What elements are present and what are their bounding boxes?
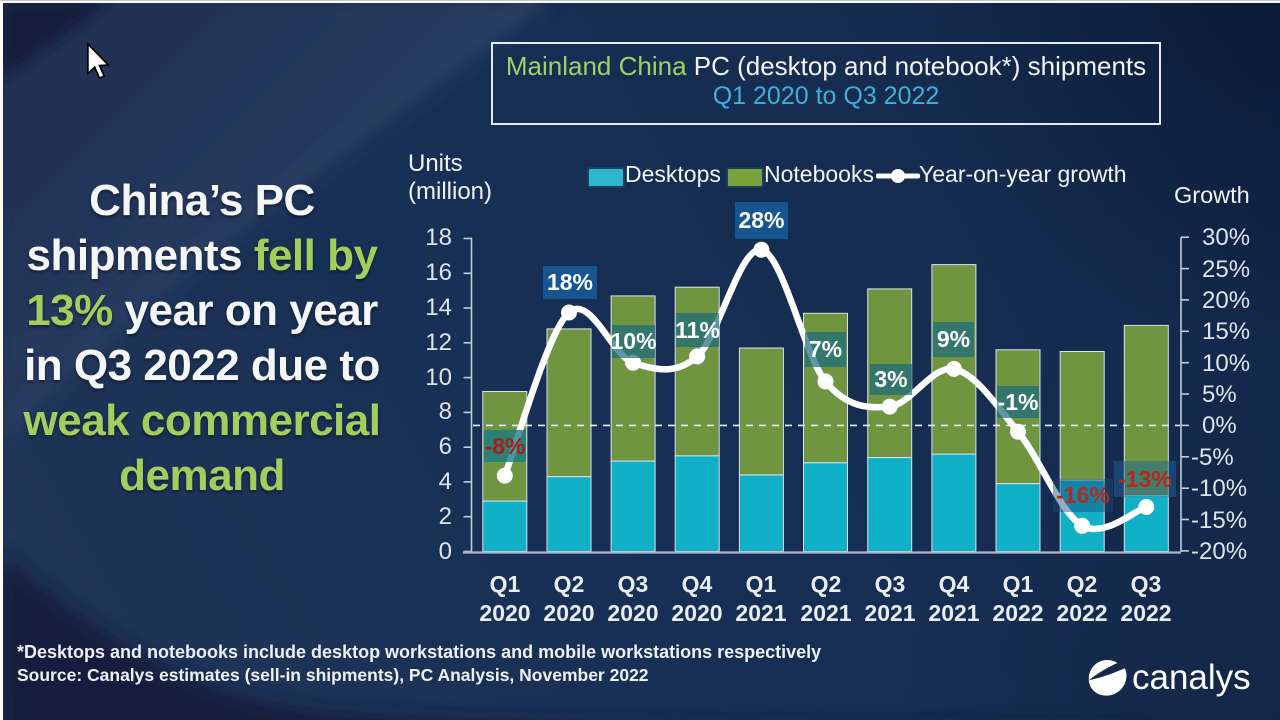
svg-text:canalys: canalys	[1132, 658, 1251, 697]
